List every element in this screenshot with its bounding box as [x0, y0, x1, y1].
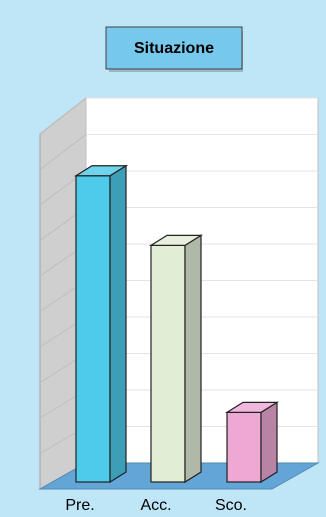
bar-top [73, 165, 129, 177]
chart-title-box [105, 26, 243, 70]
bar-front [75, 175, 111, 483]
grid-line-left-wall [39, 134, 87, 170]
bar-top [224, 401, 280, 413]
bar-side [260, 401, 278, 484]
bar-front [226, 411, 262, 483]
bar-top [148, 234, 204, 246]
chart-title-group: Situazione [105, 26, 243, 72]
bar [224, 401, 280, 484]
bars-group [73, 164, 280, 484]
bar [148, 234, 204, 484]
chart-title: Situazione [134, 40, 214, 57]
bar-side [184, 234, 202, 484]
x-tick-label: Sco. [215, 497, 247, 514]
bar-side [109, 164, 127, 484]
plot-area: Pre. Acc. Sco. [38, 96, 320, 514]
bar-front [150, 244, 186, 483]
x-tick-label: Pre. [65, 497, 94, 514]
x-tick-label: Acc. [140, 497, 171, 514]
bar [73, 164, 129, 484]
grid-line-left-wall [39, 97, 87, 135]
x-axis-labels: Pre. Acc. Sco. [65, 497, 247, 514]
